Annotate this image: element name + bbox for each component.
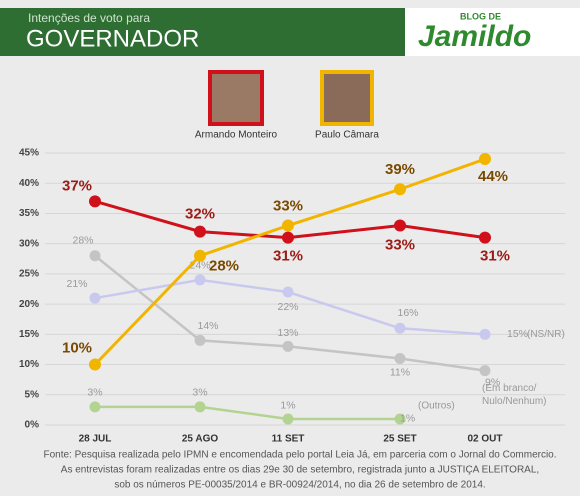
series-line — [95, 405, 400, 421]
point — [394, 413, 406, 425]
point — [194, 225, 206, 238]
footer-line: Fonte: Pesquisa realizada pelo IPMN e en… — [43, 450, 556, 461]
point — [282, 413, 294, 425]
point — [394, 219, 406, 232]
value-label: 22% — [277, 301, 298, 313]
value-label: 31% — [480, 248, 510, 265]
value-label: 28% — [72, 235, 93, 247]
value-label: 9% — [485, 376, 500, 388]
point — [194, 249, 206, 262]
point — [282, 340, 294, 352]
point — [282, 286, 294, 298]
value-label: 39% — [385, 161, 415, 178]
point — [394, 353, 406, 365]
value-label: 32% — [185, 206, 215, 223]
value-label: 28% — [209, 258, 239, 275]
point — [89, 292, 101, 304]
x-tick-label: 25 AGO — [182, 434, 219, 445]
footer-line: sob os números PE-00035/2014 e BR-00924/… — [114, 480, 485, 491]
y-tick-label: 0% — [25, 420, 40, 431]
y-tick-label: 25% — [19, 269, 39, 280]
point — [194, 274, 206, 286]
point — [194, 401, 206, 413]
photo-paulo — [320, 70, 374, 126]
header-band — [0, 8, 405, 56]
value-label: 33% — [273, 198, 303, 215]
value-label: 15% — [507, 328, 528, 340]
header-subtitle: Intenções de voto para — [28, 11, 150, 25]
logo-box — [405, 8, 580, 56]
point — [194, 334, 206, 346]
value-label: 10% — [62, 340, 92, 357]
value-label: 31% — [273, 248, 303, 265]
value-label: 33% — [385, 237, 415, 254]
y-tick-label: 45% — [19, 148, 39, 159]
x-tick-label: 25 SET — [383, 434, 416, 445]
x-tick-label: 11 SET — [272, 434, 305, 445]
point — [282, 231, 294, 244]
value-label: 11% — [390, 366, 410, 378]
x-tick-label: 28 JUL — [79, 434, 112, 445]
series-line — [94, 254, 486, 372]
point — [282, 219, 294, 232]
y-tick-label: 5% — [25, 389, 40, 400]
value-label: 1% — [280, 400, 295, 412]
y-tick-label: 10% — [19, 359, 39, 370]
x-tick-label: 02 OUT — [467, 434, 502, 445]
footer-line: As entrevistas foram realizadas entre os… — [61, 465, 539, 476]
point — [394, 183, 406, 196]
value-label: 37% — [62, 177, 92, 194]
y-tick-label: 30% — [19, 238, 39, 249]
value-label: 14% — [197, 320, 218, 332]
point — [479, 365, 491, 377]
point — [479, 231, 491, 244]
series-name: (Em branco/ Nulo/Nenhum) — [482, 383, 547, 407]
value-label: 3% — [87, 387, 102, 399]
y-tick-label: 15% — [19, 329, 39, 340]
y-tick-label: 20% — [19, 299, 39, 310]
point — [479, 328, 491, 340]
point — [89, 195, 101, 208]
y-tick-label: 40% — [19, 178, 39, 189]
point — [479, 153, 491, 166]
logo-small: BLOG DE — [460, 11, 501, 21]
header-title: GOVERNADOR — [26, 25, 199, 52]
point — [89, 250, 101, 262]
value-label: 3% — [192, 387, 207, 399]
series-name: (NS/NR) — [527, 329, 565, 340]
series-name: (Outros) — [418, 401, 455, 412]
legend-label: Armando Monteiro — [195, 130, 278, 141]
y-tick-label: 35% — [19, 208, 39, 219]
value-label: 16% — [397, 307, 418, 319]
point — [89, 401, 101, 413]
point — [394, 322, 406, 334]
value-label: 44% — [478, 168, 508, 185]
photo-armando — [208, 70, 264, 126]
point — [89, 358, 101, 371]
value-label: 21% — [66, 278, 87, 290]
legend-label: Paulo Câmara — [315, 130, 379, 141]
logo: Jamildo — [418, 20, 531, 53]
value-label: 1% — [400, 413, 415, 425]
value-label: 13% — [277, 327, 298, 339]
